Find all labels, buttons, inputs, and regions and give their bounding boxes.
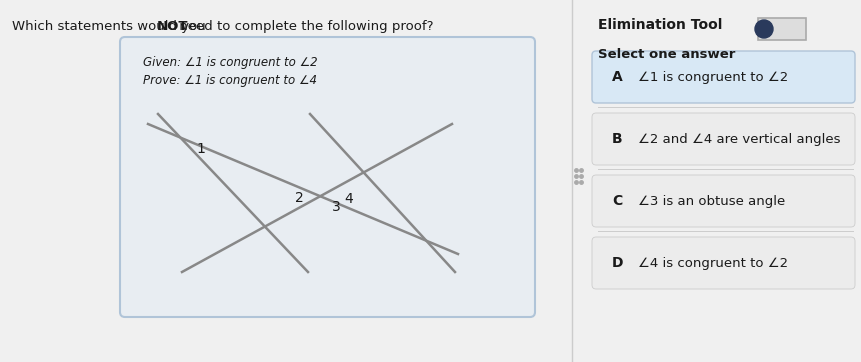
- Text: Select one answer: Select one answer: [598, 48, 734, 61]
- Text: 1: 1: [195, 142, 205, 156]
- Text: C: C: [611, 194, 622, 208]
- Text: ∠4 is congruent to ∠2: ∠4 is congruent to ∠2: [637, 257, 787, 269]
- Text: ∠1 is congruent to ∠2: ∠1 is congruent to ∠2: [637, 71, 787, 84]
- FancyBboxPatch shape: [592, 175, 854, 227]
- Text: Which statements would you: Which statements would you: [12, 20, 210, 33]
- Text: ∠2 and ∠4 are vertical angles: ∠2 and ∠4 are vertical angles: [637, 132, 839, 146]
- FancyBboxPatch shape: [592, 113, 854, 165]
- Text: D: D: [611, 256, 623, 270]
- Text: Elimination Tool: Elimination Tool: [598, 18, 722, 32]
- Text: 2: 2: [295, 191, 304, 205]
- FancyBboxPatch shape: [592, 51, 854, 103]
- Circle shape: [754, 20, 772, 38]
- Text: ∠3 is an obtuse angle: ∠3 is an obtuse angle: [637, 194, 784, 207]
- Text: NOT: NOT: [156, 20, 188, 33]
- Text: 3: 3: [331, 200, 340, 214]
- FancyBboxPatch shape: [120, 37, 535, 317]
- Text: B: B: [611, 132, 622, 146]
- Text: Prove: ∠1 is congruent to ∠4: Prove: ∠1 is congruent to ∠4: [143, 74, 317, 87]
- Text: 4: 4: [344, 192, 352, 206]
- Text: Given: ∠1 is congruent to ∠2: Given: ∠1 is congruent to ∠2: [143, 56, 317, 69]
- FancyBboxPatch shape: [757, 18, 805, 40]
- Text: need to complete the following proof?: need to complete the following proof?: [175, 20, 433, 33]
- FancyBboxPatch shape: [592, 237, 854, 289]
- Text: A: A: [611, 70, 622, 84]
